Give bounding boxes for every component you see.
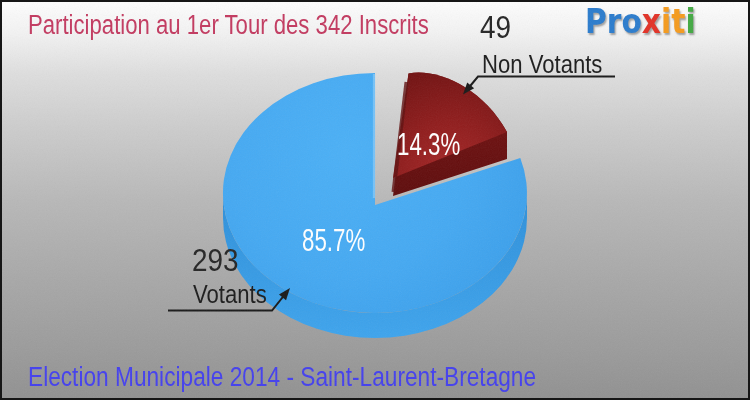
votants-count: 293: [192, 245, 239, 276]
footer-election-label: Election Municipale 2014 - Saint-Laurent…: [28, 364, 536, 391]
logo-letter: x: [642, 2, 661, 41]
logo-letter: r: [607, 2, 622, 41]
votants-label: Votants: [193, 281, 267, 307]
chart-title: Participation au 1er Tour des 342 Inscri…: [28, 12, 429, 39]
logo-letter: o: [621, 2, 641, 41]
logo-letter: i: [685, 2, 695, 41]
non-votants-percent: 14.3%: [397, 129, 460, 160]
votants-percent: 85.7%: [302, 225, 365, 256]
logo-letter: t: [671, 2, 685, 41]
logo-letter: P: [585, 2, 607, 41]
pie-chart: [2, 2, 750, 400]
non-votants-label: Non Votants: [482, 51, 602, 77]
proxiti-logo: Proxiti: [585, 5, 696, 38]
non-votants-count: 49: [480, 12, 511, 43]
chart-page: Participation au 1er Tour des 342 Inscri…: [0, 0, 750, 400]
logo-letter: i: [661, 2, 671, 41]
